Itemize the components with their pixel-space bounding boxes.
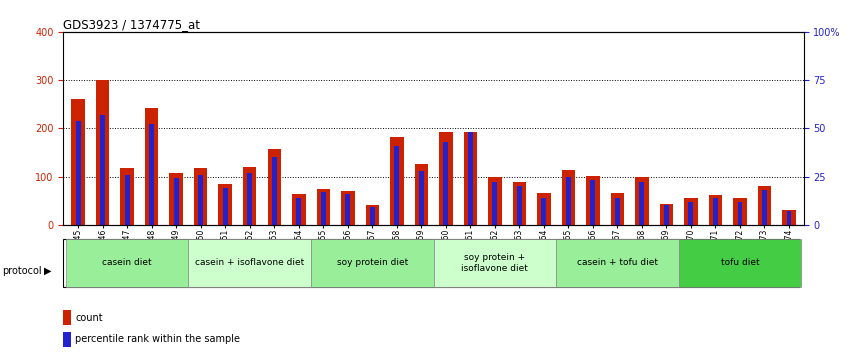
Bar [63, 332, 71, 347]
Bar [689, 202, 694, 225]
Bar [664, 205, 669, 225]
Bar [541, 198, 547, 225]
Bar [762, 190, 767, 225]
Bar [562, 170, 575, 225]
Text: casein + tofu diet: casein + tofu diet [577, 258, 658, 267]
Bar [218, 184, 232, 225]
Bar [243, 167, 256, 225]
Bar [640, 182, 645, 225]
Bar [311, 239, 433, 287]
Text: casein diet: casein diet [102, 258, 152, 267]
Bar [733, 198, 747, 225]
Bar [365, 205, 379, 225]
Bar [443, 142, 448, 225]
Bar [464, 132, 477, 225]
Bar [173, 178, 179, 225]
Bar [709, 195, 722, 225]
Text: soy protein +
isoflavone diet: soy protein + isoflavone diet [461, 253, 528, 273]
Bar [100, 115, 105, 225]
Bar [488, 177, 502, 225]
Bar [492, 182, 497, 225]
Bar [96, 80, 109, 225]
Text: tofu diet: tofu diet [721, 258, 759, 267]
Bar [341, 191, 354, 225]
Bar [635, 177, 649, 225]
Bar [678, 239, 801, 287]
Bar [758, 186, 772, 225]
Bar [75, 121, 80, 225]
Bar [419, 171, 424, 225]
Bar [611, 193, 624, 225]
Bar [189, 239, 311, 287]
Bar [783, 210, 796, 225]
Text: count: count [75, 313, 103, 323]
Bar [321, 192, 326, 225]
Bar [390, 137, 404, 225]
Bar [660, 204, 673, 225]
Bar [198, 175, 203, 225]
Text: GDS3923 / 1374775_at: GDS3923 / 1374775_at [63, 18, 201, 31]
Bar [556, 239, 678, 287]
Bar [145, 108, 158, 225]
Bar [517, 186, 522, 225]
Bar [537, 193, 551, 225]
Bar [66, 239, 189, 287]
Bar [713, 198, 718, 225]
Bar [247, 173, 252, 225]
Text: soy protein diet: soy protein diet [337, 258, 408, 267]
Bar [415, 165, 428, 225]
Bar [120, 168, 134, 225]
Bar [292, 194, 305, 225]
Bar [272, 157, 277, 225]
Text: protocol: protocol [2, 266, 41, 276]
Bar [586, 176, 600, 225]
Bar [439, 132, 453, 225]
Bar [513, 182, 526, 225]
Bar [591, 181, 596, 225]
Bar [222, 188, 228, 225]
Bar [124, 175, 129, 225]
Bar [566, 177, 571, 225]
Bar [394, 146, 399, 225]
Text: percentile rank within the sample: percentile rank within the sample [75, 335, 240, 344]
Bar [468, 132, 473, 225]
Bar [267, 149, 281, 225]
Text: ▶: ▶ [44, 266, 52, 276]
Bar [787, 211, 792, 225]
Bar [169, 173, 183, 225]
Bar [296, 198, 301, 225]
Text: casein + isoflavone diet: casein + isoflavone diet [195, 258, 305, 267]
Bar [615, 198, 620, 225]
Bar [345, 194, 350, 225]
Bar [149, 125, 154, 225]
Bar [433, 239, 556, 287]
Bar [684, 198, 698, 225]
Bar [316, 189, 330, 225]
Bar [63, 310, 71, 325]
Bar [71, 99, 85, 225]
Bar [194, 168, 207, 225]
Bar [738, 202, 743, 225]
Bar [370, 207, 375, 225]
